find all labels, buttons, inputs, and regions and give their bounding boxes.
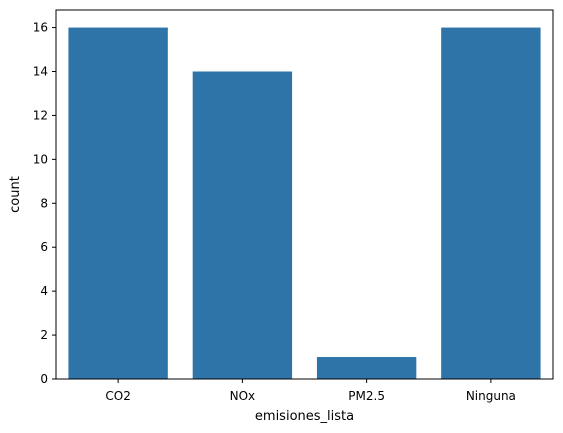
y-tick-label: 14 xyxy=(33,65,48,79)
x-axis: CO2 NOx PM2.5 Ninguna xyxy=(105,379,516,403)
x-tick-label: CO2 xyxy=(105,389,130,403)
y-axis: 0 2 4 6 8 10 12 14 16 xyxy=(33,21,56,386)
bars-group xyxy=(68,27,541,379)
x-tick-label: PM2.5 xyxy=(348,389,385,403)
y-tick-label: 0 xyxy=(40,372,48,386)
bar-nox xyxy=(192,71,293,379)
y-tick-label: 16 xyxy=(33,21,48,35)
y-tick-label: 8 xyxy=(40,196,48,210)
x-axis-label: emisiones_lista xyxy=(255,409,354,424)
bar-pm2-5 xyxy=(316,357,417,379)
y-tick-label: 10 xyxy=(33,152,48,166)
y-tick-label: 12 xyxy=(33,108,48,122)
y-axis-label: count xyxy=(8,176,23,213)
bar-co2 xyxy=(68,27,168,379)
y-tick-label: 4 xyxy=(40,284,48,298)
x-tick-label: NOx xyxy=(230,389,256,403)
bar-ninguna xyxy=(441,27,541,379)
y-tick-label: 2 xyxy=(40,328,48,342)
x-tick-label: Ninguna xyxy=(466,389,516,403)
plot-frame xyxy=(55,9,554,380)
y-tick-label: 6 xyxy=(40,240,48,254)
